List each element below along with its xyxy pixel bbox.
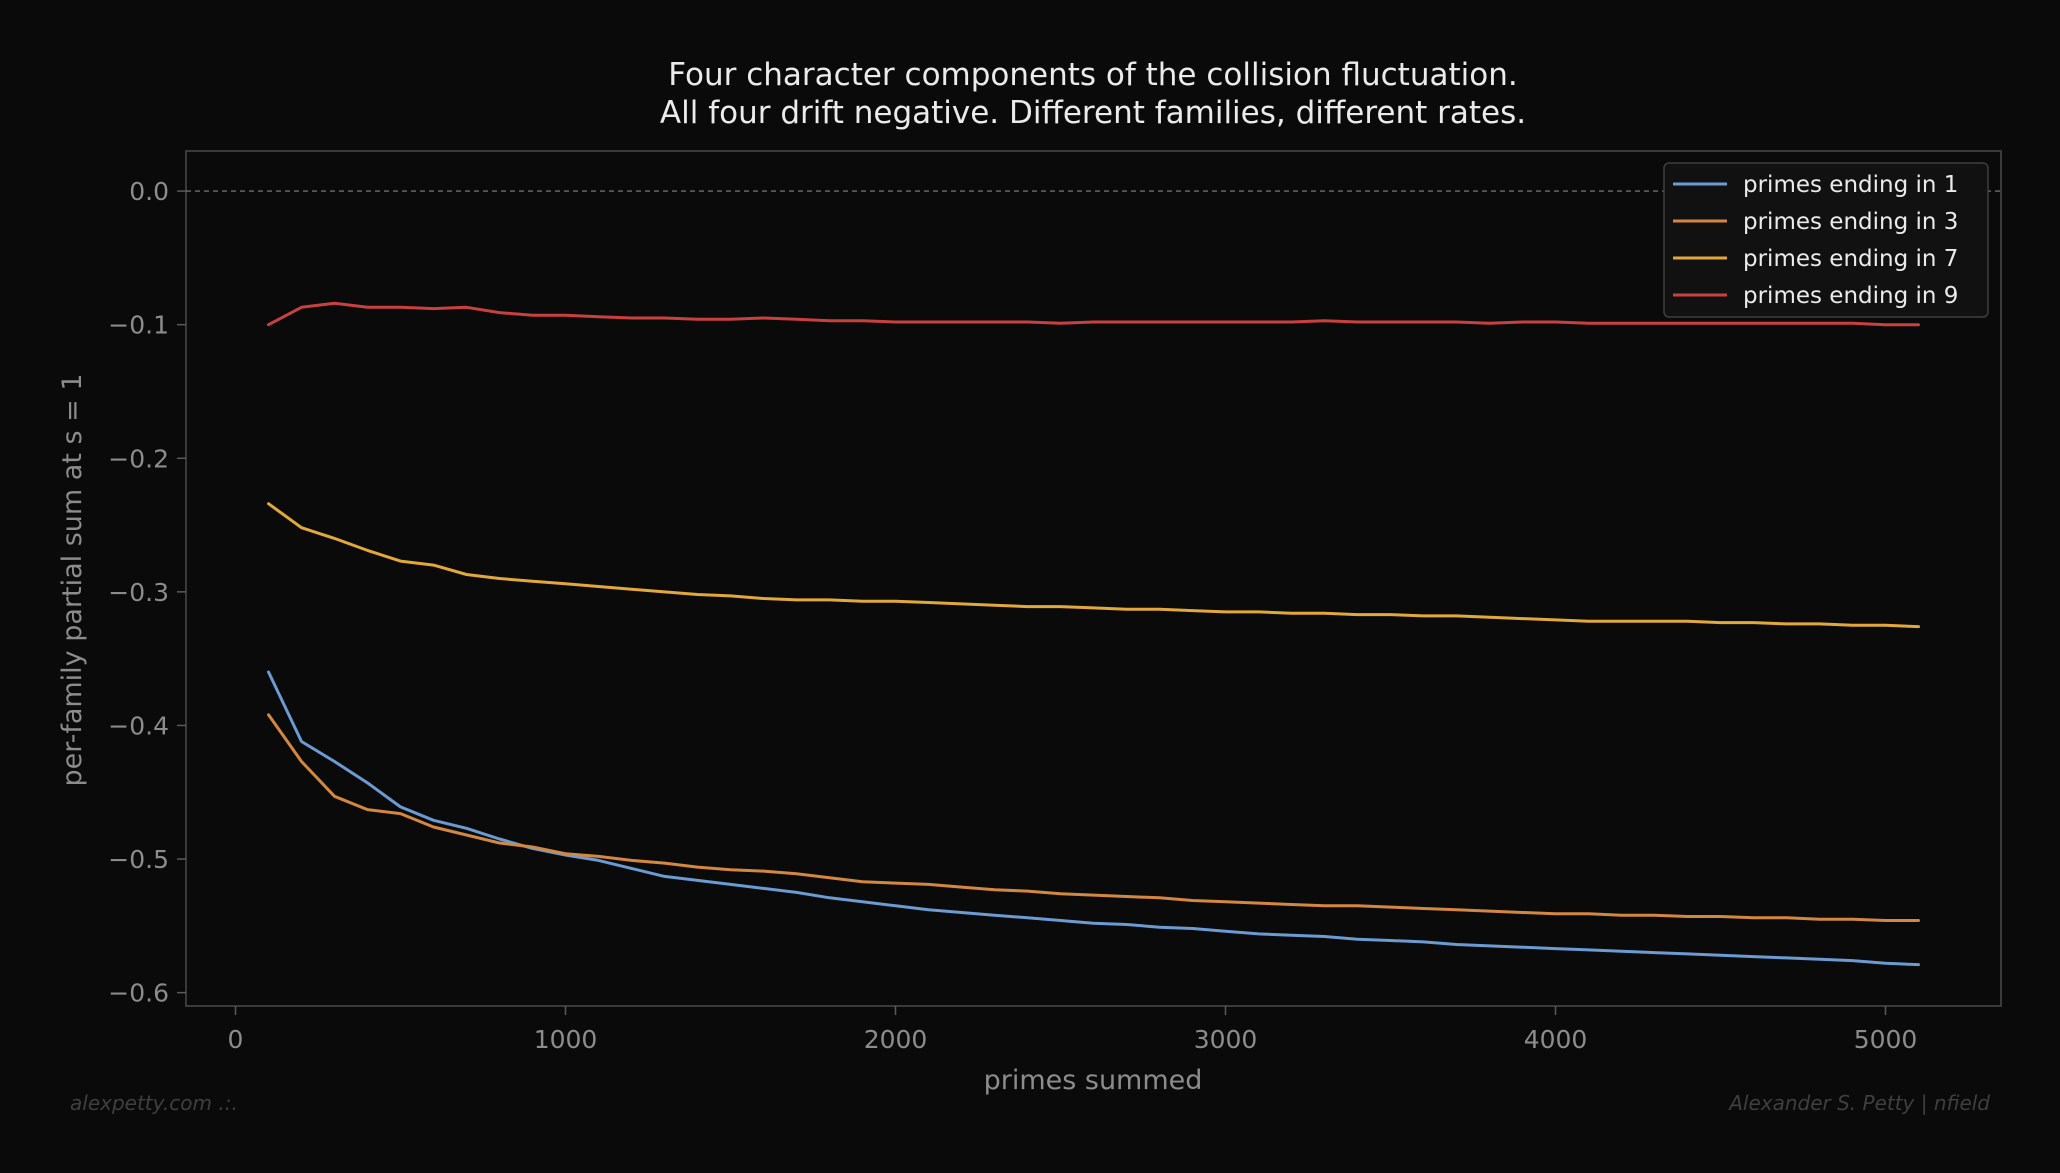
legend-label: primes ending in 7	[1743, 246, 1958, 272]
x-tick-label: 2000	[864, 1025, 928, 1054]
legend-label: primes ending in 1	[1743, 172, 1958, 198]
legend-box	[1663, 162, 1989, 318]
y-tick-label: −0.5	[108, 845, 169, 874]
series-lines	[267, 301, 1920, 967]
x-axis: 0 1000 2000 3000 4000 5000	[228, 1006, 1918, 1054]
series-line-3	[267, 502, 1920, 629]
y-tick-label: −0.6	[108, 979, 169, 1008]
y-axis-label: per-family partial sum at s = 1	[57, 373, 88, 786]
y-tick-label: −0.3	[108, 578, 169, 607]
y-tick-label: −0.1	[108, 311, 169, 340]
chart-subtitle: All four drift negative. Different famil…	[660, 95, 1526, 131]
legend: primes ending in 1 primes ending in 3 prim…	[1663, 162, 1989, 318]
x-tick-label: 4000	[1524, 1025, 1588, 1054]
x-tick-label: 5000	[1854, 1025, 1918, 1054]
legend-label: primes ending in 9	[1743, 283, 1958, 309]
y-tick-label: 0.0	[129, 177, 169, 206]
plot-area-frame	[185, 150, 2002, 1007]
legend-items: primes ending in 1 primes ending in 3 prim…	[1673, 172, 1958, 309]
series-line-2	[267, 713, 1920, 922]
x-tick-label: 1000	[534, 1025, 598, 1054]
x-tick-label: 0	[228, 1025, 244, 1054]
y-tick-label: −0.2	[108, 444, 169, 473]
x-tick-label: 3000	[1194, 1025, 1258, 1054]
series-line-4	[267, 301, 1920, 327]
footer-author-label: Alexander S. Petty | nfield	[1727, 1091, 1990, 1115]
legend-label: primes ending in 3	[1743, 209, 1958, 235]
x-axis-label: primes summed	[984, 1065, 1203, 1096]
y-tick-label: −0.4	[108, 711, 169, 740]
y-axis: 0.0 −0.1 −0.2 −0.3 −0.4 −0.5 −0.6	[108, 177, 186, 1008]
chart-title: Four character components of the collisi…	[668, 57, 1517, 93]
footer-site-label: alexpetty.com .:.	[70, 1091, 238, 1115]
